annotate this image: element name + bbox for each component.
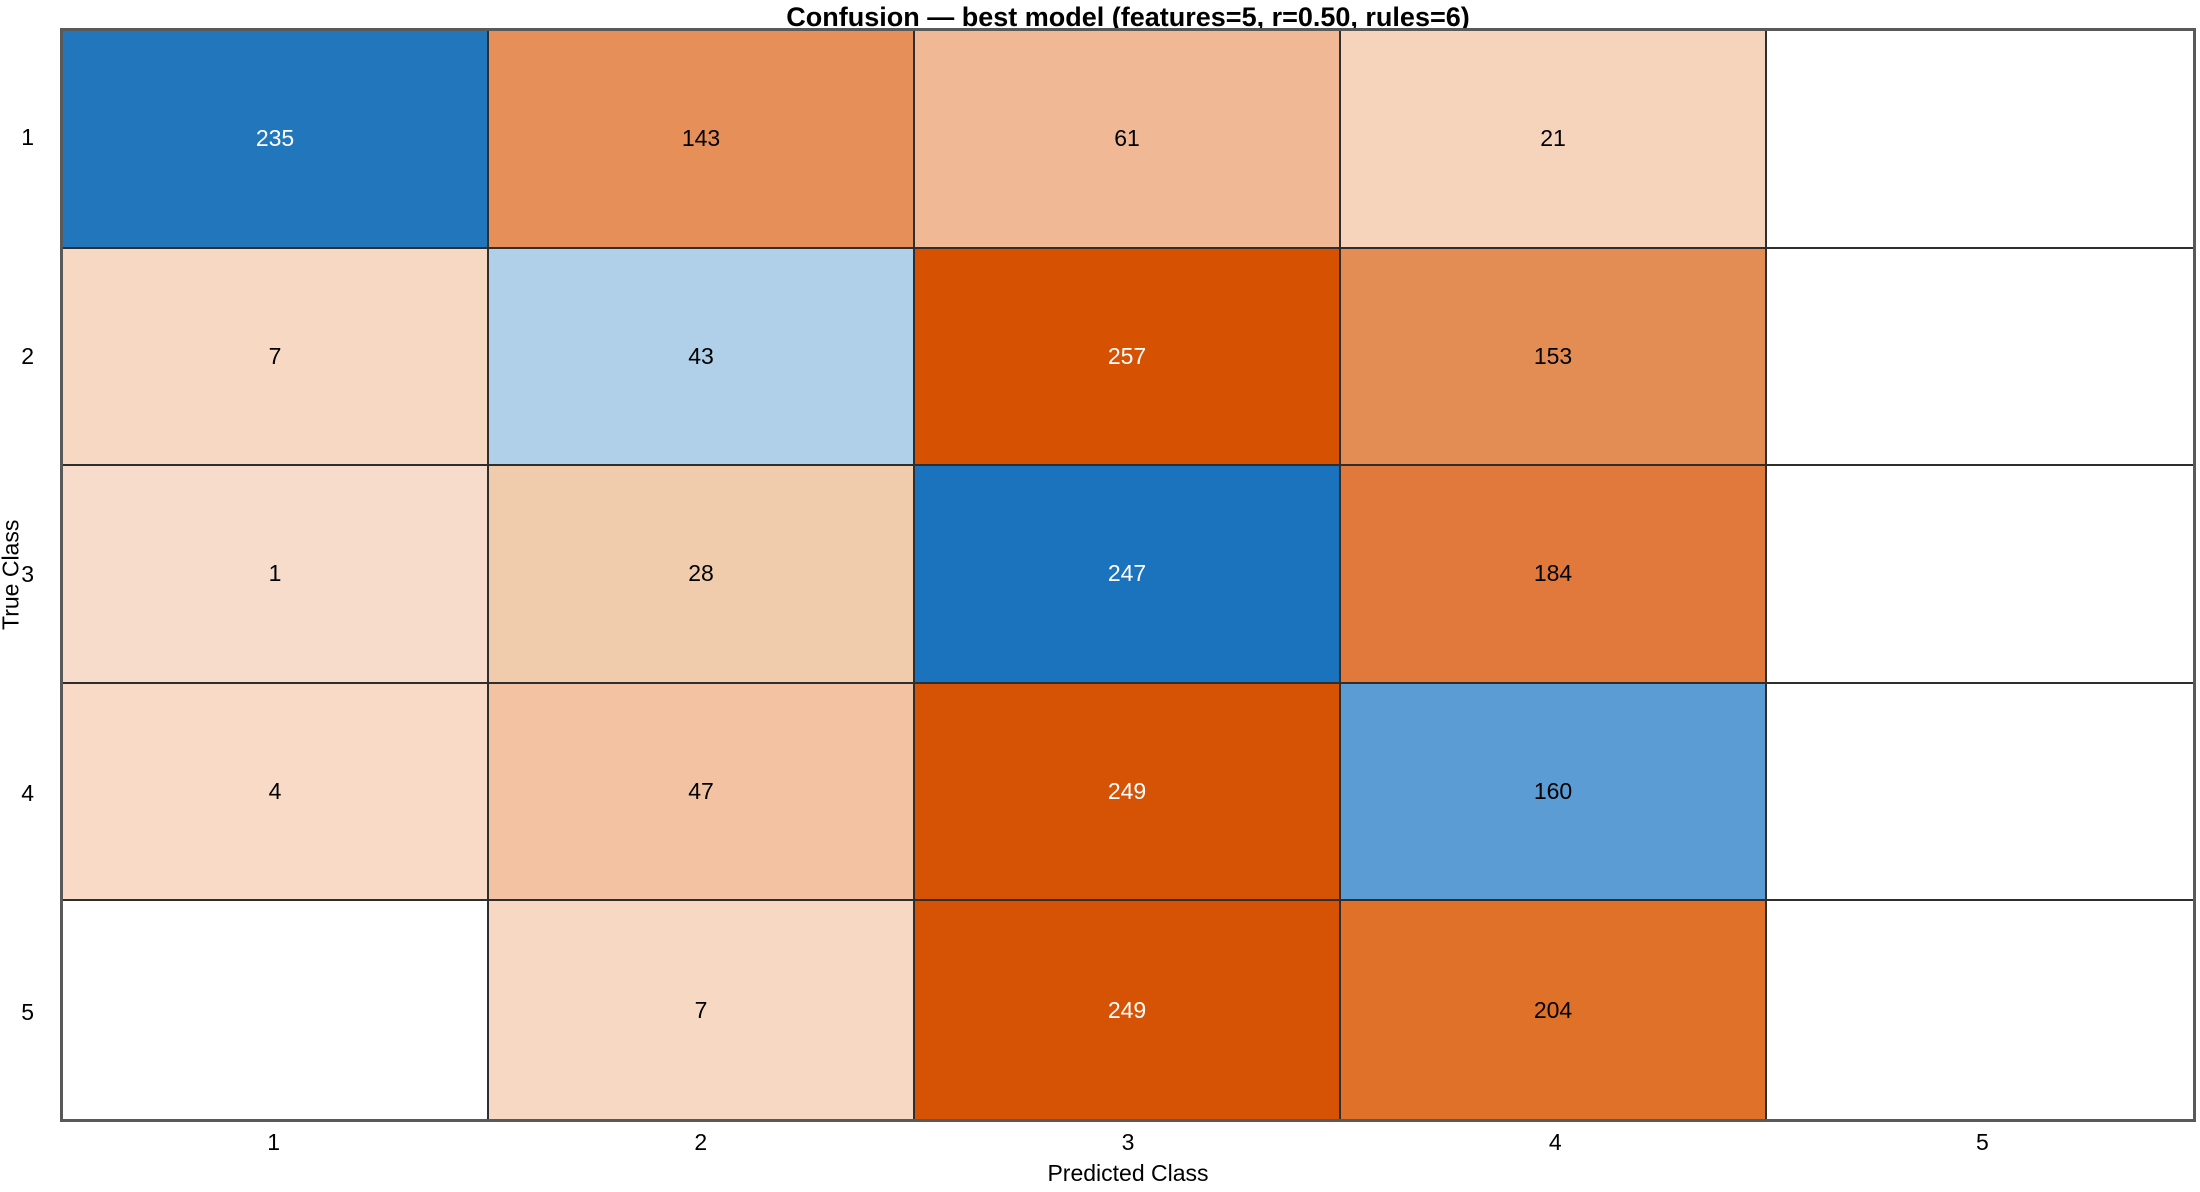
- matrix-cell: 4: [63, 683, 489, 902]
- cell-value: 153: [1533, 342, 1573, 369]
- x-tick-label: 1: [267, 1128, 280, 1155]
- cell-value: 7: [694, 996, 708, 1023]
- matrix-cell: 160: [1341, 683, 1767, 902]
- matrix-cell: [1767, 248, 2193, 467]
- matrix-cell: 249: [915, 683, 1341, 902]
- matrix-cell: 143: [489, 31, 915, 249]
- matrix-cell: 247: [915, 466, 1341, 684]
- cell-value: 204: [1533, 996, 1573, 1023]
- x-tick-label: 4: [1548, 1128, 1562, 1155]
- cell-value: 21: [1540, 125, 1566, 152]
- matrix-cell: [63, 901, 489, 1119]
- matrix-cell: [1767, 31, 2193, 249]
- x-axis-label: Predicted Class: [1047, 1160, 1209, 1186]
- cell-value: 4: [268, 778, 282, 805]
- chart-title: Confusion — best model (features=5, r=0.…: [786, 2, 1470, 32]
- plot-area: 235 143 61 21 7 43 257 153 1 28 247 184 4 47 249 160 7 24…: [60, 28, 2196, 1122]
- y-axis-ticks: 1 2 3 4 5: [0, 28, 48, 1122]
- cell-value: 1: [268, 560, 282, 587]
- y-tick-label: 3: [21, 561, 34, 588]
- matrix-cell: 28: [489, 466, 915, 684]
- x-tick-label: 5: [1976, 1128, 1989, 1155]
- y-tick-label: 1: [21, 123, 34, 150]
- x-tick-label: 3: [1121, 1128, 1135, 1155]
- matrix-cell: [1767, 901, 2193, 1119]
- cell-value: 257: [1107, 342, 1147, 369]
- y-tick-label: 5: [21, 999, 34, 1026]
- cell-value: 43: [688, 342, 714, 369]
- cell-value: 247: [1107, 560, 1147, 587]
- matrix-cell: 21: [1341, 31, 1767, 249]
- cell-value: 143: [681, 125, 721, 152]
- x-tick-label: 2: [694, 1128, 708, 1155]
- matrix-cell: 153: [1341, 248, 1767, 467]
- cell-value: 47: [688, 778, 714, 805]
- matrix-cell: 7: [489, 901, 915, 1119]
- cell-value: 235: [255, 125, 295, 152]
- cell-value: 7: [268, 342, 282, 369]
- matrix-cell: 204: [1341, 901, 1767, 1119]
- matrix-cell: [1767, 683, 2193, 902]
- matrix-cell: 1: [63, 466, 489, 684]
- matrix-cell: 61: [915, 31, 1341, 249]
- matrix-cell: 184: [1341, 466, 1767, 684]
- cell-value: 28: [688, 560, 714, 587]
- cell-value: 249: [1107, 778, 1147, 805]
- matrix-grid: 235 143 61 21 7 43 257 153 1 28 247 184 4 47 249 160 7 24…: [63, 31, 2193, 1119]
- cell-value: 61: [1114, 125, 1140, 152]
- matrix-cell: [1767, 466, 2193, 684]
- y-tick-label: 4: [21, 780, 34, 807]
- x-axis-ticks: 1 2 3 4 5: [60, 1126, 2196, 1158]
- cell-value: 160: [1533, 778, 1573, 805]
- y-tick-label: 2: [21, 342, 34, 369]
- cell-value: 249: [1107, 996, 1147, 1023]
- matrix-cell: 257: [915, 248, 1341, 467]
- matrix-cell: 47: [489, 683, 915, 902]
- matrix-cell: 7: [63, 248, 489, 467]
- cell-value: 184: [1533, 560, 1573, 587]
- matrix-cell: 235: [63, 31, 489, 249]
- matrix-cell: 43: [489, 248, 915, 467]
- matrix-cell: 249: [915, 901, 1341, 1119]
